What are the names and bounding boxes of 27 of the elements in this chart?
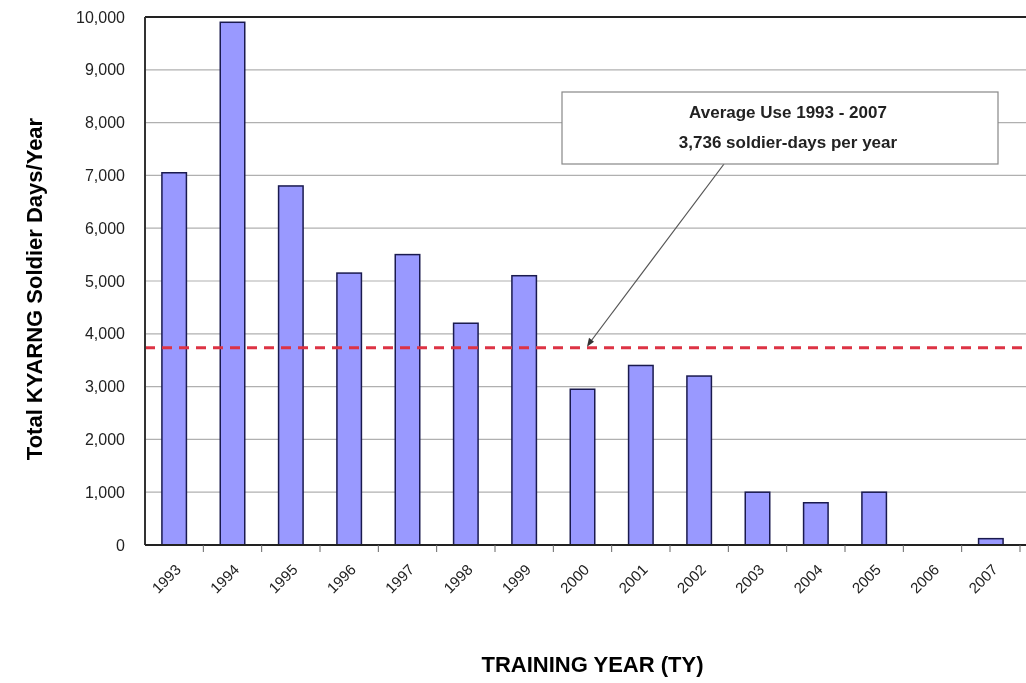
bar [161,172,188,546]
y-tick-label: 0 [116,536,126,554]
y-tick-label: 10,000 [76,8,126,26]
bar [686,375,713,546]
y-tick-label: 2,000 [84,431,126,448]
bar [336,272,363,546]
bar [802,502,829,546]
y-axis-title: Total KYARNG Soldier Days/Year [22,117,47,461]
y-tick-label: 6,000 [84,219,126,237]
bar [744,491,771,546]
bar [627,364,654,546]
bar [569,388,596,546]
bar [277,185,304,546]
y-tick-label: 5,000 [84,272,126,290]
bar [219,21,246,546]
ref-line-label: Average Use 1993 - 2007 3,736 soldier-days per year [678,103,898,152]
x-axis-title: TRAINING YEAR (TY) [481,652,704,677]
bar [452,322,479,546]
y-tick-label: 7,000 [84,167,126,184]
y-tick-label: 4,000 [84,325,126,343]
y-tick-label: 9,000 [84,61,126,79]
bar [861,491,888,546]
bar [511,274,538,546]
y-tick-label: 1,000 [84,483,126,501]
bar [394,253,421,546]
y-tick-label: 8,000 [84,114,126,132]
y-tick-label: 3,000 [84,378,126,396]
